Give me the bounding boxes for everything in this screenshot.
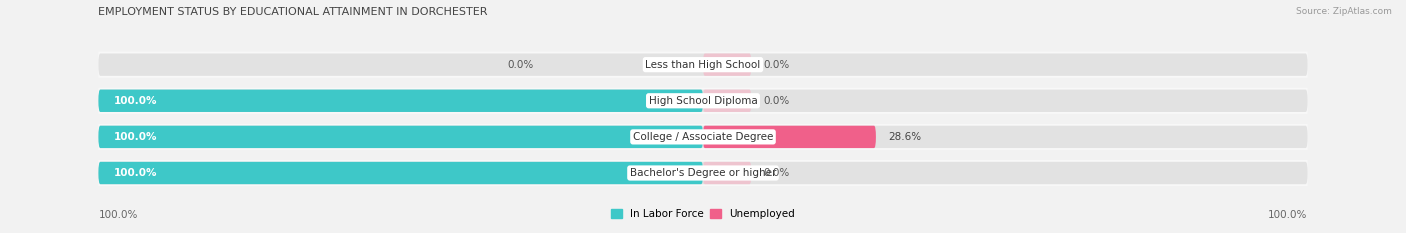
FancyBboxPatch shape	[703, 53, 751, 76]
Text: Bachelor's Degree or higher: Bachelor's Degree or higher	[630, 168, 776, 178]
Text: Less than High School: Less than High School	[645, 60, 761, 70]
FancyBboxPatch shape	[98, 88, 1308, 114]
FancyBboxPatch shape	[703, 162, 751, 184]
FancyBboxPatch shape	[98, 162, 1308, 184]
FancyBboxPatch shape	[98, 89, 1308, 112]
Legend: In Labor Force, Unemployed: In Labor Force, Unemployed	[607, 205, 799, 223]
FancyBboxPatch shape	[98, 126, 1308, 148]
FancyBboxPatch shape	[98, 89, 703, 112]
Text: College / Associate Degree: College / Associate Degree	[633, 132, 773, 142]
FancyBboxPatch shape	[98, 126, 703, 148]
FancyBboxPatch shape	[703, 89, 751, 112]
Text: 28.6%: 28.6%	[889, 132, 921, 142]
FancyBboxPatch shape	[703, 126, 876, 148]
FancyBboxPatch shape	[98, 162, 703, 184]
FancyBboxPatch shape	[98, 52, 1308, 78]
Text: Source: ZipAtlas.com: Source: ZipAtlas.com	[1296, 7, 1392, 16]
Text: EMPLOYMENT STATUS BY EDUCATIONAL ATTAINMENT IN DORCHESTER: EMPLOYMENT STATUS BY EDUCATIONAL ATTAINM…	[98, 7, 488, 17]
FancyBboxPatch shape	[98, 124, 1308, 150]
Text: 100.0%: 100.0%	[114, 96, 157, 106]
FancyBboxPatch shape	[98, 53, 1308, 76]
Text: High School Diploma: High School Diploma	[648, 96, 758, 106]
Text: 0.0%: 0.0%	[508, 60, 534, 70]
FancyBboxPatch shape	[98, 160, 1308, 186]
Text: 100.0%: 100.0%	[1268, 210, 1308, 220]
Text: 0.0%: 0.0%	[763, 60, 790, 70]
Text: 100.0%: 100.0%	[98, 210, 138, 220]
Text: 0.0%: 0.0%	[763, 96, 790, 106]
Text: 0.0%: 0.0%	[763, 168, 790, 178]
Text: 100.0%: 100.0%	[114, 132, 157, 142]
Text: 100.0%: 100.0%	[114, 168, 157, 178]
